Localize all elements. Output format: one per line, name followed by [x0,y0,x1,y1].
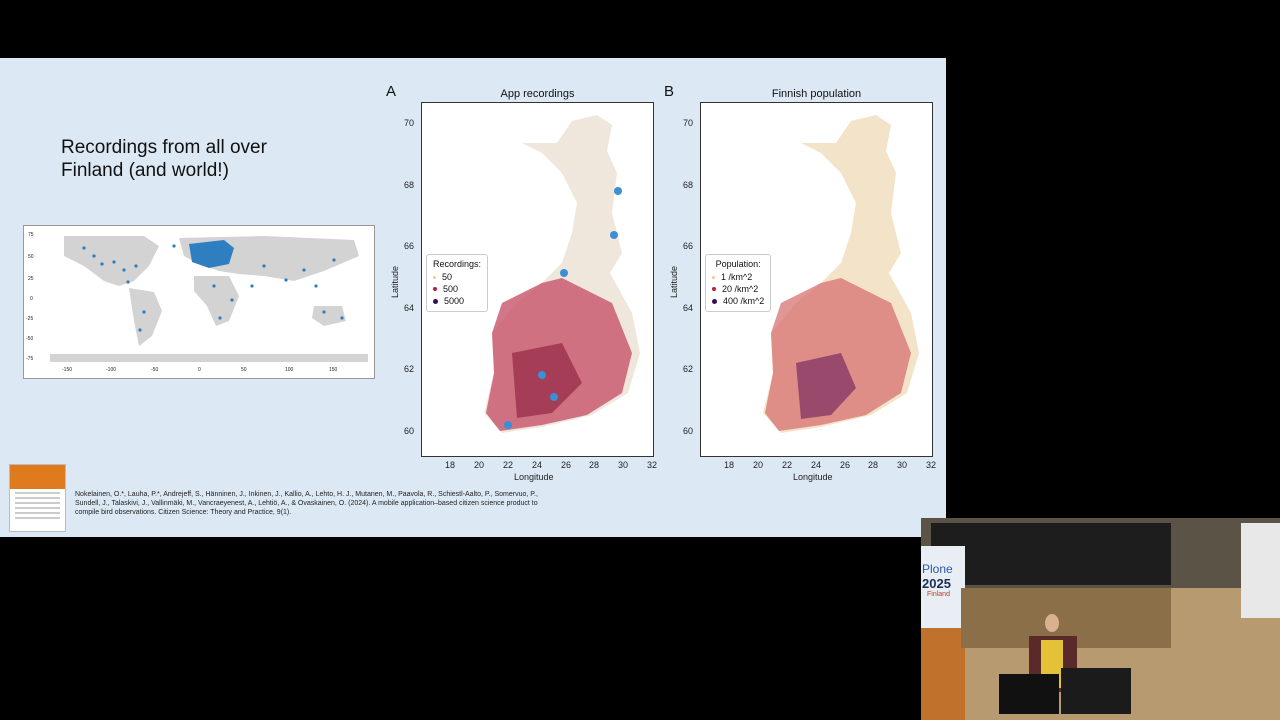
presentation-slide: Recordings from all over Finland (and wo… [0,58,946,537]
panel-a-y-tick: 68 [404,180,415,190]
panel-a-x-tick: 22 [503,460,514,470]
panel-a-y-tick: 70 [404,118,415,128]
panel-b-x-tick: 30 [897,460,908,470]
panel-b-axes: Population: 1 /km^2 20 /km^2 400 /km^2 [700,102,933,457]
world-map: 75 50 25 0 -25 -50 -75 -150 -100 -50 0 5… [23,225,375,379]
legend-label: 20 /km^2 [722,284,759,294]
legend-marker [433,298,438,304]
panel-a-x-tick: 30 [618,460,629,470]
panel-b-x-tick: 28 [868,460,879,470]
paper-thumbnail [9,464,66,532]
world-x-tick: 50 [241,367,247,373]
world-y-tick: 75 [28,232,34,238]
panel-b-x-tick: 18 [724,460,735,470]
world-y-tick: -75 [26,356,34,362]
panel-b-x-tick: 26 [840,460,851,470]
panel-b-ylabel: Latitude [669,265,679,298]
legend-entry: 20 /km^2 [712,283,764,295]
speaker-webcam: Plone 2025 Finland [921,518,1280,720]
webcam-scene [921,518,1280,720]
citation-text: Nokelainen, O.*, Lauha, P.*, Andrejeff, … [75,491,538,516]
world-x-tick: 100 [285,367,294,373]
world-y-tick: -25 [26,316,34,322]
world-x-tick: -150 [62,367,73,373]
panel-b-y-tick: 62 [683,364,694,374]
panel-b-y-tick: 66 [683,241,694,251]
legend-label: 1 /km^2 [721,272,753,282]
legend-label: 400 /km^2 [723,296,765,306]
legend-label: 50 [442,272,453,282]
world-y-tick: -50 [26,336,34,342]
panel-a-x-tick: 20 [474,460,485,470]
world-map-graphic [50,232,368,362]
panel-a-x-tick: 28 [589,460,600,470]
legend-entry: 500 [433,283,481,295]
panel-b-y-tick: 70 [683,118,694,128]
legend-marker [712,287,716,291]
world-y-tick: 25 [28,276,34,282]
banner-year: 2025 [922,576,951,591]
world-y-tick: 50 [28,254,34,260]
legend-entry: 5000 [433,295,481,307]
panel-a-letter: A [386,83,397,100]
legend-entry: 1 /km^2 [712,271,764,283]
panel-b-y-tick: 60 [683,426,694,436]
panel-a-x-tick: 26 [561,460,572,470]
legend-label: 500 [443,284,459,294]
panel-a-title: App recordings [500,88,575,100]
panel-a-map [484,115,640,433]
panel-b-letter: B [664,83,675,100]
world-x-tick: -50 [151,367,159,373]
panel-b-title: Finnish population [771,88,862,100]
panel-a-x-tick: 24 [532,460,543,470]
panel-a-y-tick: 62 [404,364,415,374]
panel-a-axes: Recordings: 50 500 5000 [421,102,654,457]
banner-sub: Finland [927,591,950,598]
world-x-tick: 150 [329,367,338,373]
panel-a-y-tick: 66 [404,241,415,251]
panel-b-y-tick: 68 [683,180,694,190]
panel-a-y-tick: 60 [404,426,415,436]
panel-b-xlabel: Longitude [793,472,833,482]
legend-entry: 50 [433,271,481,283]
legend-entry: 400 /km^2 [712,295,764,307]
panel-b-legend: Population: 1 /km^2 20 /km^2 400 /km^2 [705,254,772,312]
panel-b-x-tick: 32 [926,460,937,470]
panel-a-x-tick: 18 [445,460,456,470]
panel-b-map [763,115,919,433]
world-x-tick: -100 [106,367,117,373]
legend-label: 5000 [444,296,465,306]
panel-a-ylabel: Latitude [390,265,400,298]
legend-marker [712,298,717,304]
world-x-tick: 0 [198,367,201,373]
panel-b-y-tick: 64 [683,303,694,313]
panel-a-legend-title: Recordings: [433,259,482,269]
panel-b-x-tick: 24 [811,460,822,470]
panel-a-legend: Recordings: 50 500 5000 [426,254,489,312]
panel-b-x-tick: 20 [753,460,764,470]
legend-marker [433,287,437,291]
panel-a-xlabel: Longitude [514,472,554,482]
legend-marker [712,275,715,279]
panel-b-legend-title: Population: [715,259,761,269]
panel-a-x-tick: 32 [647,460,658,470]
panel-a-y-tick: 64 [404,303,415,313]
legend-marker [433,275,436,279]
banner-text: Plone [922,562,953,576]
slide-headline: Recordings from all over Finland (and wo… [61,137,267,181]
panel-b-x-tick: 22 [782,460,793,470]
world-y-tick: 0 [30,296,33,302]
